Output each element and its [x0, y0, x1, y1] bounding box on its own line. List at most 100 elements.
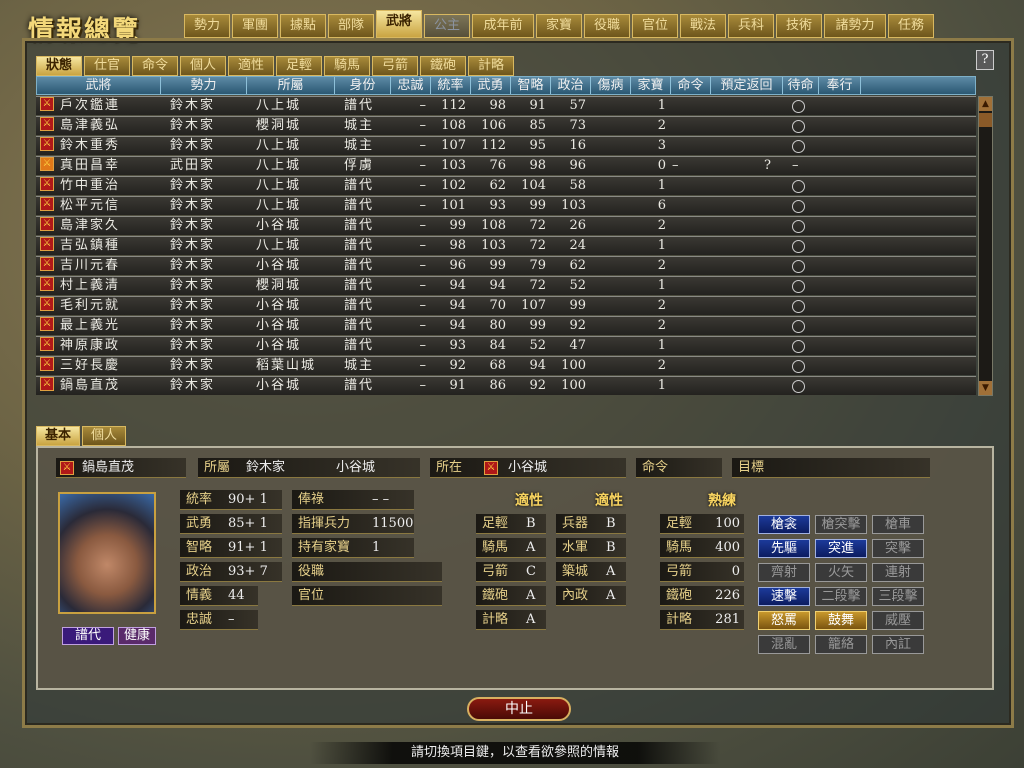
cell-pol: 52	[569, 278, 586, 293]
tactic-button[interactable]: 速擊	[758, 587, 810, 606]
top-tab-7[interactable]: 家寶	[536, 14, 582, 38]
tactic-button[interactable]: 齊射	[758, 563, 810, 582]
table-row[interactable]: ⚔ 村上義清 鈴木家 櫻洞城 譜代 – 94 94 72 52 1	[36, 276, 976, 295]
stat-value: 85+ 1	[228, 516, 268, 531]
column-header[interactable]: 武勇	[471, 77, 511, 94]
top-tab-8[interactable]: 役職	[584, 14, 630, 38]
sub-tab-6[interactable]: 騎馬	[324, 56, 370, 76]
top-tab-3[interactable]: 部隊	[328, 14, 374, 38]
stop-button[interactable]: 中止	[467, 697, 571, 721]
sub-tab-8[interactable]: 鐵砲	[420, 56, 466, 76]
aptitude-value: A	[526, 540, 536, 555]
tactic-button[interactable]: 籠絡	[815, 635, 867, 654]
sub-tab-4[interactable]: 適性	[228, 56, 274, 76]
tactic-button[interactable]: 鼓舞	[815, 611, 867, 630]
tactic-button[interactable]: 連射	[872, 563, 924, 582]
top-tab-9[interactable]: 官位	[632, 14, 678, 38]
top-tab-0[interactable]: 勢力	[184, 14, 230, 38]
cell-war: 62	[489, 178, 506, 193]
table-row[interactable]: ⚔ 島津義弘 鈴木家 櫻洞城 城主 –108 106 85 73 2	[36, 116, 976, 135]
tactic-button[interactable]: 三段擊	[872, 587, 924, 606]
column-header[interactable]: 身份	[335, 77, 391, 94]
column-header[interactable]: 忠誠	[391, 77, 431, 94]
top-tab-11[interactable]: 兵科	[728, 14, 774, 38]
tactic-button[interactable]: 威壓	[872, 611, 924, 630]
top-tab-2[interactable]: 據點	[280, 14, 326, 38]
top-tab-4[interactable]: 武將	[376, 10, 422, 38]
cell-castle: 小谷城	[256, 298, 302, 313]
tactic-button[interactable]: 混亂	[758, 635, 810, 654]
table-row[interactable]: ⚔ 戶次鑑連 鈴木家 八上城 譜代 –112 98 91 57 1	[36, 96, 976, 115]
tactic-button[interactable]: 突進	[815, 539, 867, 558]
column-header[interactable]: 政治	[551, 77, 591, 94]
top-tab-12[interactable]: 技術	[776, 14, 822, 38]
aptitude-label: 鐵砲	[482, 588, 509, 603]
sub-tab-1[interactable]: 仕官	[84, 56, 130, 76]
column-header[interactable]: 武將	[37, 77, 161, 94]
tactic-button[interactable]: 槍衾	[758, 515, 810, 534]
sub-tab-3[interactable]: 個人	[180, 56, 226, 76]
table-row[interactable]: ⚔ 最上義光 鈴木家 小谷城 譜代 – 94 80 99 92 2	[36, 316, 976, 335]
detail-tab-0[interactable]: 基本	[36, 426, 80, 446]
column-header[interactable]: 預定返回	[711, 77, 783, 94]
stat-label: 忠誠	[186, 612, 213, 627]
scroll-thumb[interactable]	[979, 113, 992, 127]
table-row[interactable]: ⚔ 三好長慶 鈴木家 稻葉山城 城主 – 92 68 94 100 2	[36, 356, 976, 375]
column-header[interactable]: 傷病	[591, 77, 631, 94]
table-row[interactable]: ⚔ 毛利元就 鈴木家 小谷城 譜代 – 94 70 107 99 2	[36, 296, 976, 315]
tactic-button[interactable]: 突擊	[872, 539, 924, 558]
cell-war: 106	[481, 118, 506, 133]
sub-tab-0[interactable]: 狀態	[36, 56, 82, 76]
sub-tab-7[interactable]: 弓箭	[372, 56, 418, 76]
detail-tab-1[interactable]: 個人	[82, 426, 126, 446]
scrollbar[interactable]: ▲ ▼	[978, 96, 993, 396]
tactic-button[interactable]: 先驅	[758, 539, 810, 558]
table-row[interactable]: ⚔ 神原康政 鈴木家 小谷城 譜代 – 93 84 52 47 1	[36, 336, 976, 355]
scroll-down-icon[interactable]: ▼	[979, 381, 992, 395]
top-tab-14[interactable]: 任務	[888, 14, 934, 38]
table-row[interactable]: ⚔ 吉川元春 鈴木家 小谷城 譜代 – 96 99 79 62 2	[36, 256, 976, 275]
stat-3: 政治 93+ 7	[180, 562, 282, 582]
column-header[interactable]: 命令	[671, 77, 711, 94]
tactic-button[interactable]: 槍突擊	[815, 515, 867, 534]
table-row[interactable]: ⚔ 鍋島直茂 鈴木家 小谷城 譜代 – 91 86 92 100 1	[36, 376, 976, 395]
column-header[interactable]: 智略	[511, 77, 551, 94]
cell-castle: 稻葉山城	[256, 358, 317, 373]
column-header[interactable]: 統率	[431, 77, 471, 94]
tactic-button[interactable]: 槍車	[872, 515, 924, 534]
column-header[interactable]: 所屬	[247, 77, 335, 94]
cell-treasure: 1	[657, 338, 666, 353]
top-tab-6[interactable]: 成年前	[472, 14, 534, 38]
scroll-up-icon[interactable]: ▲	[979, 97, 992, 111]
top-tab-13[interactable]: 諸勢力	[824, 14, 886, 38]
top-tab-5[interactable]: 公主	[424, 14, 470, 38]
health-badge: 健康	[118, 627, 156, 645]
column-header[interactable]: 勢力	[161, 77, 247, 94]
column-header[interactable]: 家寶	[631, 77, 671, 94]
cell-treasure: 2	[657, 118, 666, 133]
order-field: 命令	[636, 458, 722, 478]
cell-castle: 櫻洞城	[256, 278, 302, 293]
table-row[interactable]: ⚔ 竹中重治 鈴木家 八上城 譜代 –102 62 104 58 1	[36, 176, 976, 195]
column-header[interactable]: 待命	[783, 77, 819, 94]
tactic-button[interactable]: 二段擊	[815, 587, 867, 606]
cell-castle: 小谷城	[256, 218, 302, 233]
sub-tab-2[interactable]: 命令	[132, 56, 178, 76]
stat-4: 情義 44	[180, 586, 258, 606]
cell-name: 戶次鑑連	[60, 98, 121, 113]
column-header[interactable]: 奉行	[819, 77, 861, 94]
sub-tab-5[interactable]: 足輕	[276, 56, 322, 76]
table-row[interactable]: ⚔ 吉弘鎮種 鈴木家 八上城 譜代 – 98 103 72 24 1	[36, 236, 976, 255]
sub-tab-9[interactable]: 計略	[468, 56, 514, 76]
table-row[interactable]: ⚔ 鈴木重秀 鈴木家 八上城 城主 –107 112 95 16 3	[36, 136, 976, 155]
tactic-button[interactable]: 內訌	[872, 635, 924, 654]
help-button[interactable]: ?	[976, 50, 994, 70]
tactic-button[interactable]: 火矢	[815, 563, 867, 582]
table-row[interactable]: ⚔ 島津家久 鈴木家 小谷城 譜代 – 99 108 72 26 2	[36, 216, 976, 235]
tactic-button[interactable]: 怒罵	[758, 611, 810, 630]
cell-castle: 八上城	[256, 158, 302, 173]
top-tab-1[interactable]: 軍團	[232, 14, 278, 38]
table-row[interactable]: ⚔ 松平元信 鈴木家 八上城 譜代 –101 93 99 103 6	[36, 196, 976, 215]
top-tab-10[interactable]: 戰法	[680, 14, 726, 38]
table-row[interactable]: ⚔ 真田昌幸 武田家 八上城 俘虜 –103 76 98 96 0–? –	[36, 156, 976, 175]
